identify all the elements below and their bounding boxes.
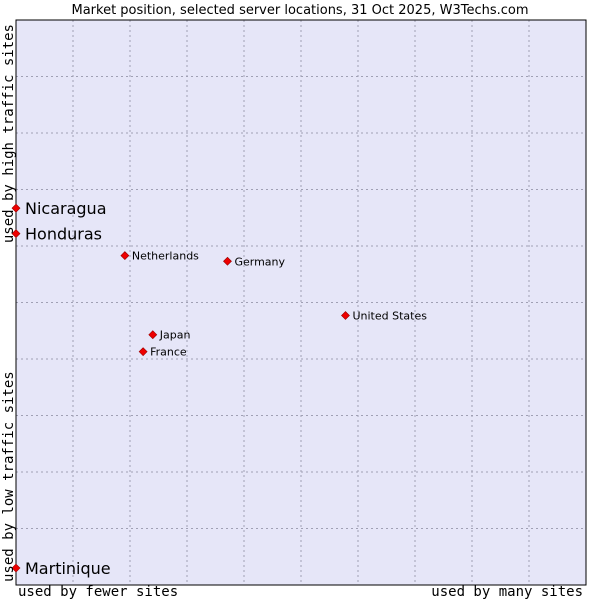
marker-japan — [148, 330, 158, 340]
y-axis-label-bottom: used by low traffic sites — [1, 371, 17, 582]
label-germany: Germany — [234, 255, 285, 268]
label-france: France — [150, 346, 187, 359]
grid-lines — [16, 20, 586, 585]
label-honduras: Honduras — [25, 225, 102, 244]
data-point-japan: Japan — [148, 329, 191, 342]
label-united-states: United States — [352, 309, 427, 322]
data-point-united-states: United States — [341, 309, 427, 322]
label-netherlands: Netherlands — [132, 250, 199, 263]
data-point-martinique: Martinique — [11, 559, 111, 578]
marker-united-states — [341, 311, 350, 320]
marker-martinique — [11, 563, 21, 573]
marker-honduras — [11, 229, 21, 238]
data-point-france: France — [138, 346, 187, 359]
chart-title: Market position, selected server locatio… — [71, 3, 528, 18]
plot-frame — [15, 19, 587, 586]
y-axis-label-top: used by high traffic sites — [1, 24, 17, 243]
data-points: Nicaragua Honduras Martinique Netherlands Ge… — [11, 199, 427, 578]
data-point-germany: Germany — [223, 255, 286, 268]
x-axis-label-left: used by fewer sites — [18, 584, 178, 600]
data-point-netherlands: Netherlands — [120, 250, 199, 263]
data-point-nicaragua: Nicaragua — [11, 199, 107, 218]
marker-nicaragua — [11, 203, 21, 213]
label-martinique: Martinique — [25, 559, 111, 578]
label-nicaragua: Nicaragua — [25, 199, 107, 218]
marker-germany — [223, 256, 232, 266]
marker-netherlands — [120, 251, 130, 261]
label-japan: Japan — [159, 329, 191, 342]
marker-france — [138, 347, 148, 357]
x-axis-label-right: used by many sites — [431, 584, 583, 600]
data-point-honduras: Honduras — [11, 225, 102, 244]
